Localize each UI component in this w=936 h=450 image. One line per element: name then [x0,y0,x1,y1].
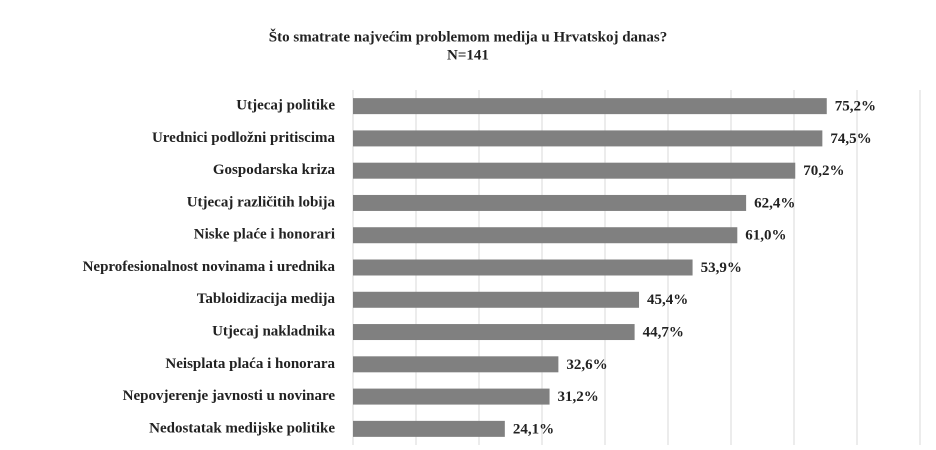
y-tick-label: Utjecaj politike [236,98,335,114]
value-label: 62,4% [754,195,795,211]
bar [353,194,747,211]
bar [353,356,559,373]
value-label: 70,2% [803,163,844,179]
value-label: 61,0% [745,228,786,244]
y-tick-label: Tabloidizacija medija [197,291,336,307]
bar [353,227,738,244]
y-tick-label: Niske plaće i honorari [194,227,335,243]
bar [353,162,796,179]
bar [353,130,823,147]
y-tick-label: Utjecaj nakladnika [212,323,335,339]
value-label: 75,2% [835,99,876,115]
y-tick-label: Gospodarska kriza [213,162,336,178]
value-label: 31,2% [558,389,599,405]
chart-title: Što smatrate najvećim problemom medija u… [269,28,667,45]
value-label: 74,5% [830,131,871,147]
bar [353,324,635,341]
bar [353,259,693,276]
bar [353,388,550,405]
bar [353,291,640,308]
y-tick-label: Neisplata plaća i honorara [165,356,335,372]
value-label: 45,4% [647,292,688,308]
bar [353,98,827,115]
y-tick-label: Neprofesionalnost novinama i urednika [83,259,336,275]
y-tick-label: Nedostatak medijske politike [149,420,335,436]
chart-subtitle: N=141 [447,47,489,63]
value-label: 44,7% [643,324,684,340]
y-tick-label: Urednici podložni pritiscima [152,130,336,146]
y-tick-label: Utjecaj različitih lobija [187,194,336,210]
y-tick-label: Nepovjerenje javnosti u novinare [123,388,336,404]
value-label: 53,9% [701,260,742,276]
bar [353,420,505,437]
value-label: 32,6% [566,357,607,373]
value-label: 24,1% [513,421,554,437]
